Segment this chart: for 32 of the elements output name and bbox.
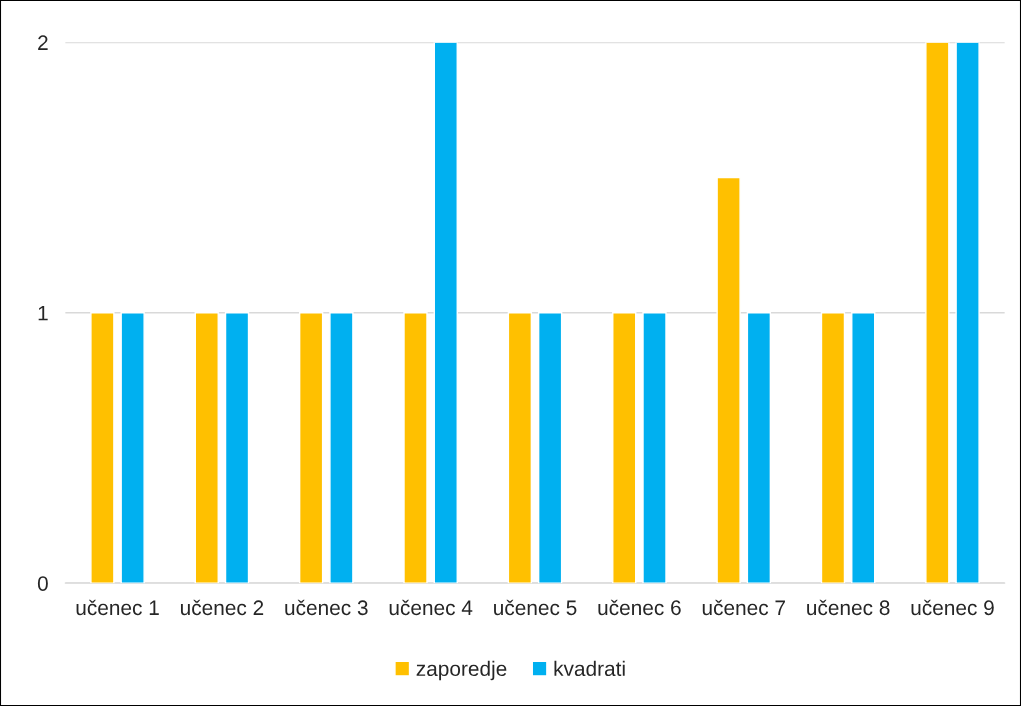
legend-label: kvadrati [554, 660, 625, 677]
x-tick-label: učenec 7 [702, 599, 785, 616]
bar [298, 312, 324, 584]
bar [851, 312, 876, 584]
legend-label: zaporedje [416, 660, 507, 681]
bar [194, 312, 219, 584]
bar [746, 312, 772, 584]
bar [329, 312, 354, 584]
bar [612, 312, 637, 584]
bar [642, 312, 667, 584]
y-tick-label: 0 [37, 576, 48, 591]
bar [507, 312, 533, 584]
x-tick-label: učenec 1 [76, 599, 159, 616]
x-tick-label: učenec 3 [285, 599, 368, 616]
x-tick-label: učenec 9 [911, 599, 994, 616]
bar [716, 176, 741, 584]
x-tick-label: učenec 4 [389, 599, 473, 616]
x-tick-label: učenec 8 [807, 599, 890, 616]
bar [925, 42, 950, 584]
x-tick-label: učenec 6 [598, 599, 681, 616]
bar [820, 312, 846, 584]
x-tick-label: učenec 5 [494, 599, 577, 616]
bar [120, 312, 145, 584]
bar [90, 312, 115, 584]
bar [955, 42, 980, 584]
bar [537, 312, 563, 584]
y-tick-label: 2 [38, 35, 48, 50]
bar [403, 312, 428, 584]
bar [433, 42, 458, 584]
bar [224, 312, 250, 584]
x-tick-label: učenec 2 [180, 599, 264, 616]
y-tick-label: 1 [38, 305, 48, 321]
